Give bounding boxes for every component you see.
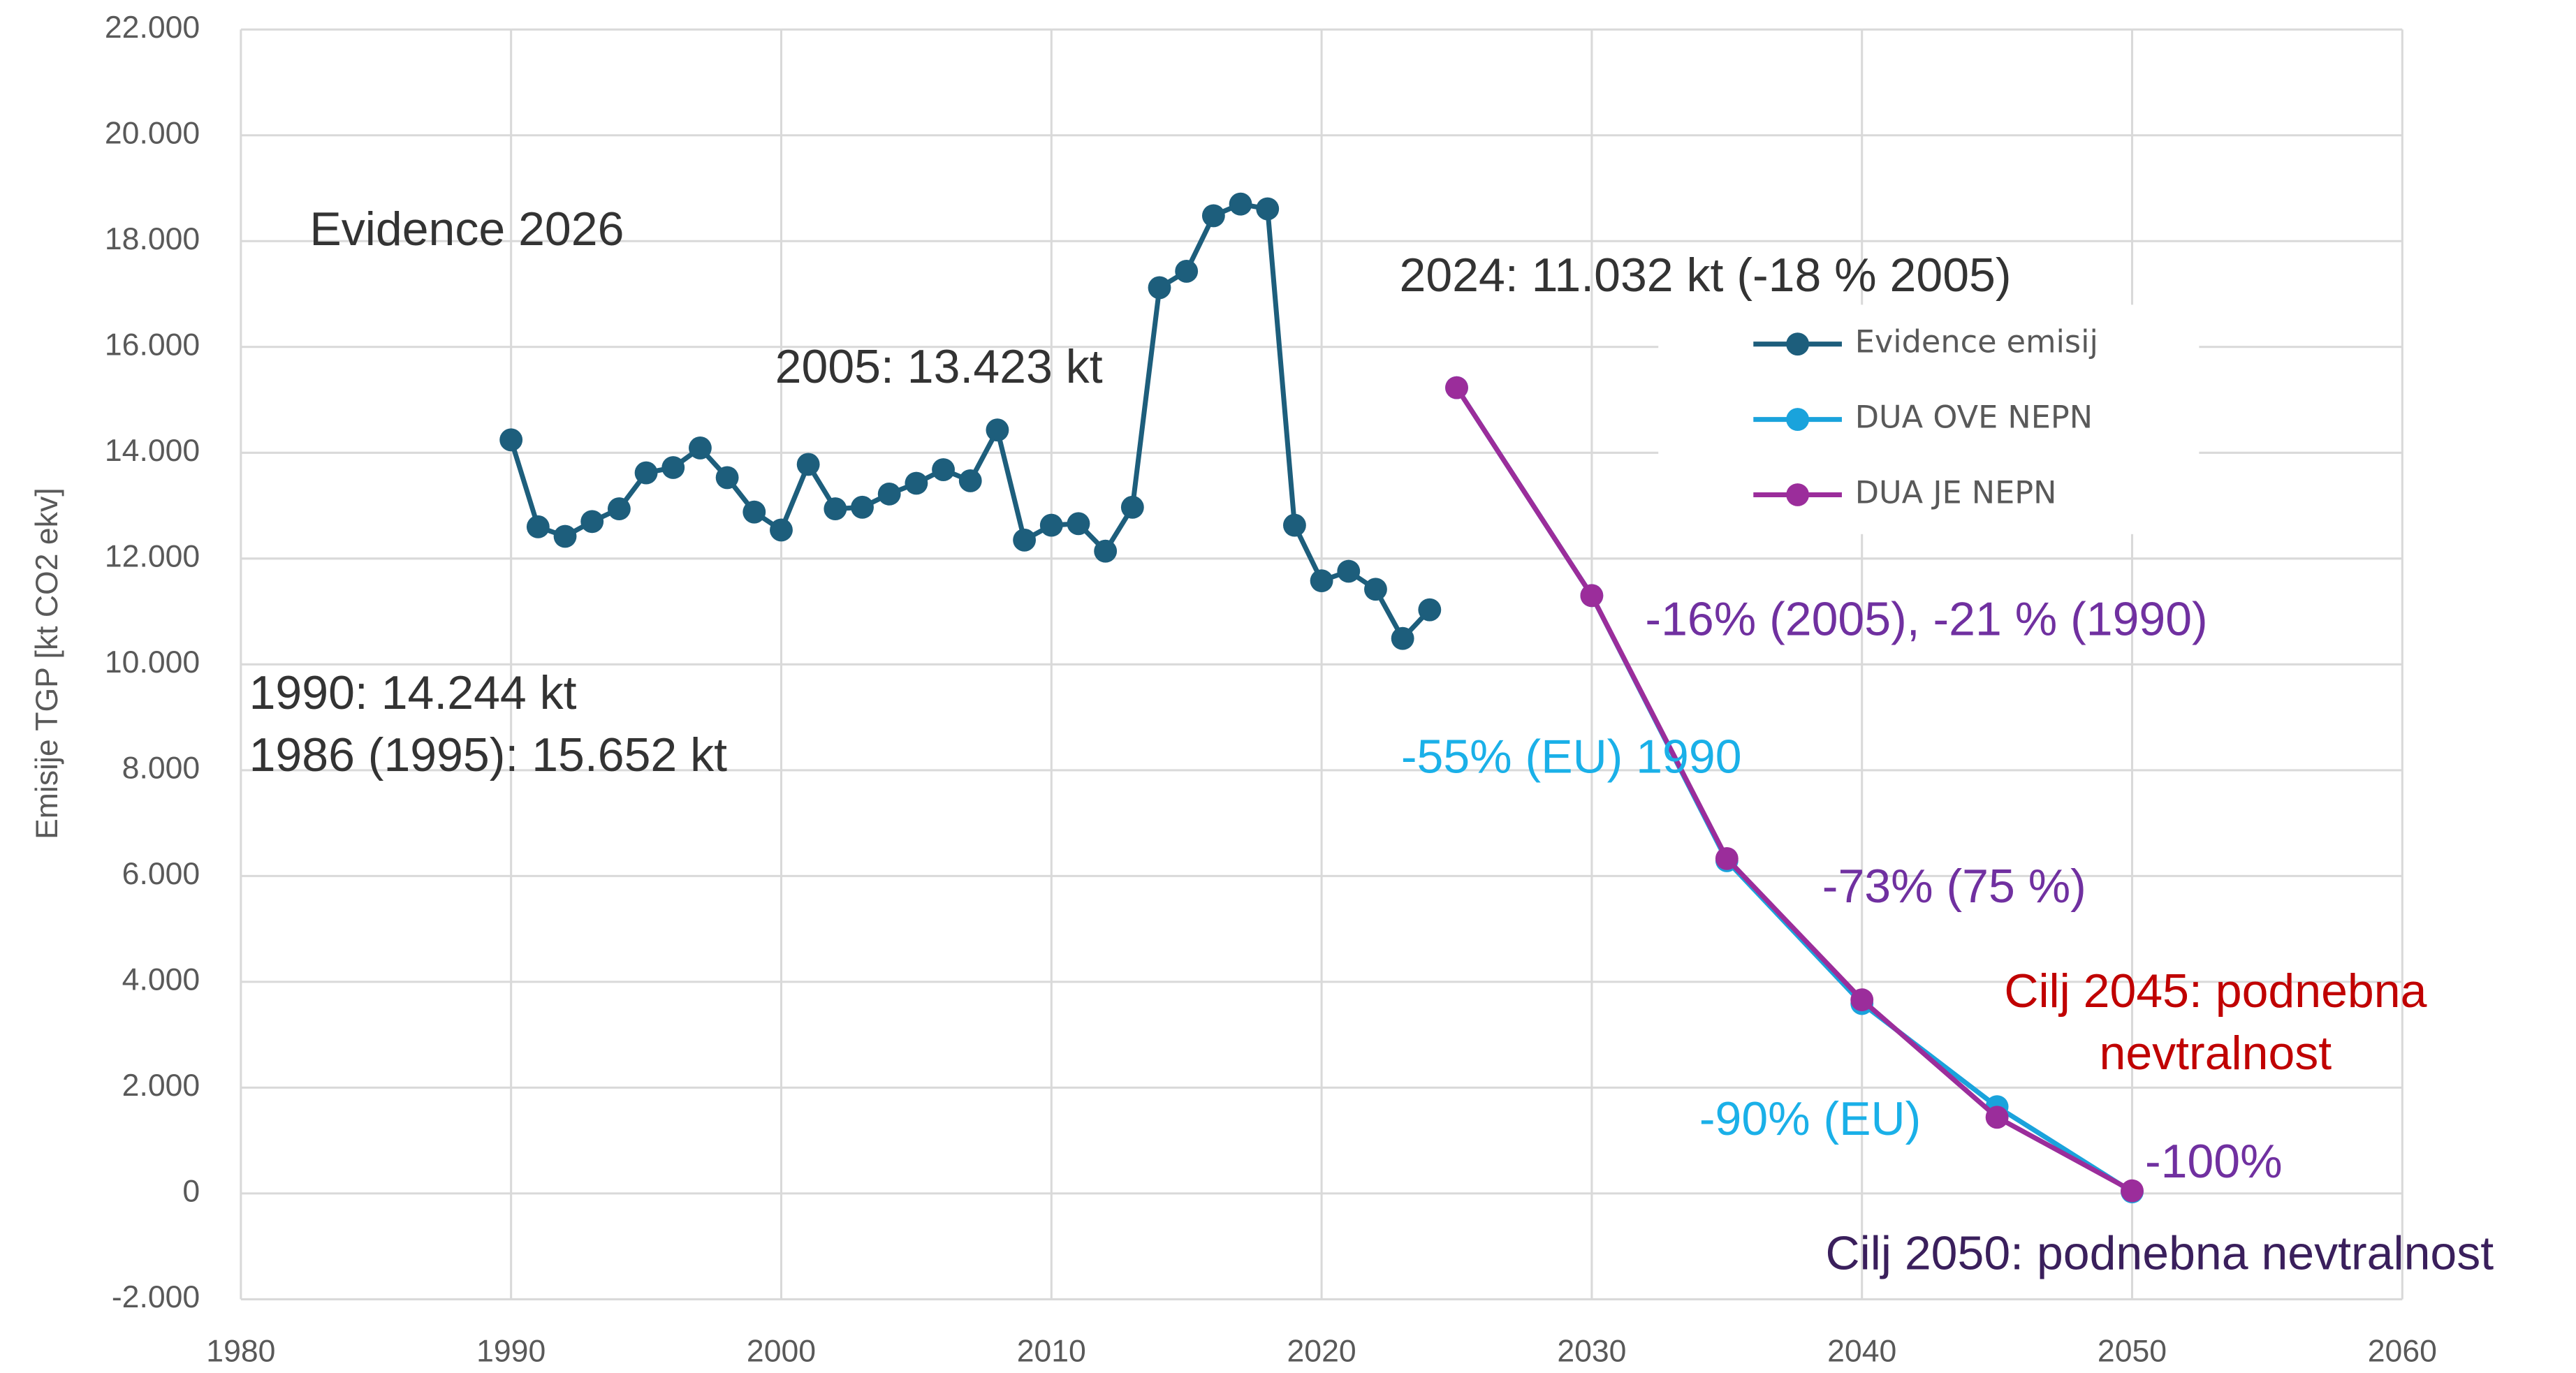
series-line (508, 201, 1432, 641)
annotation: -73% (75 %) (1822, 860, 2086, 913)
data-point (580, 510, 604, 534)
data-point (1201, 204, 1225, 228)
y-tick-label: 20.000 (105, 117, 200, 151)
x-tick-label: 2030 (1557, 1335, 1626, 1369)
annotation: 1986 (1995): 15.652 kt (249, 728, 728, 781)
data-point (661, 456, 685, 479)
data-point (1445, 376, 1468, 399)
data-point (851, 495, 874, 519)
annotation: Cilj 2045: podnebna (2004, 964, 2427, 1018)
data-point (770, 518, 793, 542)
data-point (958, 469, 982, 492)
data-point (1364, 578, 1387, 601)
data-point (905, 471, 928, 495)
data-point (2121, 1179, 2144, 1203)
data-point (824, 497, 847, 521)
y-tick-label: 8.000 (122, 751, 200, 786)
data-point (689, 436, 712, 460)
y-tick-label: 14.000 (105, 434, 200, 468)
data-point (499, 428, 523, 452)
annotation: Cilj 2050: podnebna nevtralnost (1826, 1226, 2494, 1279)
annotation: -16% (2005), -21 % (1990) (1645, 592, 2207, 645)
data-point (553, 524, 577, 548)
data-point (1715, 846, 1739, 870)
series-line (1454, 386, 2134, 1194)
data-point (986, 418, 1009, 442)
y-tick-label: 16.000 (105, 328, 200, 362)
data-point (742, 500, 766, 524)
annotation: Evidence 2026 (309, 203, 624, 256)
data-point (1094, 539, 1118, 563)
data-point (1391, 626, 1414, 650)
annotation: -55% (EU) 1990 (1401, 730, 1742, 784)
y-tick-label: 4.000 (122, 963, 200, 997)
data-point (1013, 528, 1037, 552)
data-point (796, 453, 820, 476)
legend-marker (1786, 408, 1810, 432)
data-point (1229, 192, 1252, 216)
legend-box (1658, 304, 2200, 534)
data-point (1282, 513, 1306, 537)
data-point (1039, 513, 1063, 537)
y-axis-label: Emisije TGP [kt CO2 ekv] (30, 487, 64, 839)
data-point (1580, 584, 1604, 608)
x-tick-label: 1990 (476, 1335, 546, 1369)
annotation: nevtralnost (2100, 1027, 2332, 1080)
legend-label: Evidence emisij (1855, 324, 2098, 360)
data-point (526, 515, 550, 538)
x-tick-label: 2060 (2368, 1335, 2437, 1369)
annotation: 2005: 13.423 kt (775, 340, 1103, 393)
x-tick-label: 2010 (1017, 1335, 1086, 1369)
data-point (1850, 988, 1874, 1012)
data-point (1148, 276, 1171, 300)
y-tick-label: 0 (182, 1175, 200, 1209)
annotation: 2024: 11.032 kt (-18 % 2005) (1400, 249, 2012, 302)
data-point (1310, 569, 1333, 593)
annotation: 1990: 14.244 kt (249, 666, 577, 719)
annotation: -100% (2145, 1135, 2283, 1188)
data-point (1418, 598, 1442, 622)
data-point (1337, 559, 1361, 583)
data-point (1175, 260, 1199, 283)
y-tick-label: 2.000 (122, 1069, 200, 1103)
legend-label: DUA OVE NEPN (1855, 399, 2093, 436)
y-tick-label: 18.000 (105, 222, 200, 256)
annotation: -90% (EU) (1699, 1092, 1921, 1145)
data-point (1985, 1106, 2009, 1129)
data-point (1120, 495, 1144, 519)
x-tick-label: 1980 (206, 1335, 275, 1369)
data-point (932, 458, 955, 481)
data-point (1256, 197, 1280, 221)
data-point (715, 466, 739, 490)
legend-marker (1786, 332, 1810, 356)
x-tick-label: 2020 (1287, 1335, 1356, 1369)
legend-marker (1786, 483, 1810, 506)
y-tick-label: 10.000 (105, 645, 200, 680)
x-tick-label: 2050 (2098, 1335, 2167, 1369)
x-tick-label: 2040 (1827, 1335, 1896, 1369)
data-point (607, 497, 631, 521)
y-tick-label: 22.000 (105, 10, 200, 45)
legend-label: DUA JE NEPN (1855, 475, 2057, 511)
y-tick-label: 12.000 (105, 540, 200, 574)
data-point (1067, 512, 1090, 536)
data-point (634, 461, 658, 485)
y-tick-label: -2.000 (112, 1280, 200, 1314)
x-tick-label: 2000 (747, 1335, 816, 1369)
y-tick-label: 6.000 (122, 857, 200, 891)
data-point (877, 482, 901, 506)
